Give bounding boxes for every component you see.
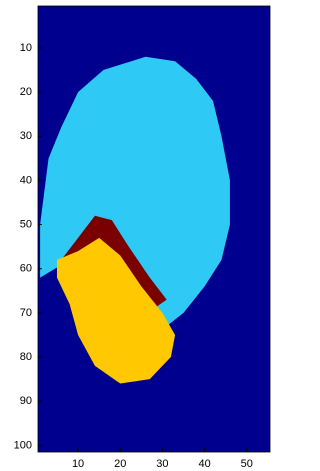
x-tick-label: 30: [156, 458, 168, 470]
y-tick-label: 70: [20, 307, 32, 319]
chart: 10 20 30 40 50 60 70 80 90 100 10 20 30 40 50: [0, 0, 278, 471]
x-tick-label: 20: [114, 458, 126, 470]
x-tick-label: 50: [241, 458, 253, 470]
y-tick-label: 50: [20, 218, 32, 230]
x-tick-label: 10: [72, 458, 84, 470]
y-tick-label: 80: [20, 351, 32, 363]
y-tick-label: 100: [14, 439, 32, 451]
page: {"chart_data": {"type": "region-map", "b…: [0, 0, 320, 471]
x-tick-label: 40: [198, 458, 210, 470]
y-tick-label: 90: [20, 395, 32, 407]
y-tick-label: 60: [20, 263, 32, 275]
y-tick-label: 10: [20, 42, 32, 54]
y-tick-label: 30: [20, 130, 32, 142]
y-tick-label: 40: [20, 174, 32, 186]
y-tick-label: 20: [20, 86, 32, 98]
